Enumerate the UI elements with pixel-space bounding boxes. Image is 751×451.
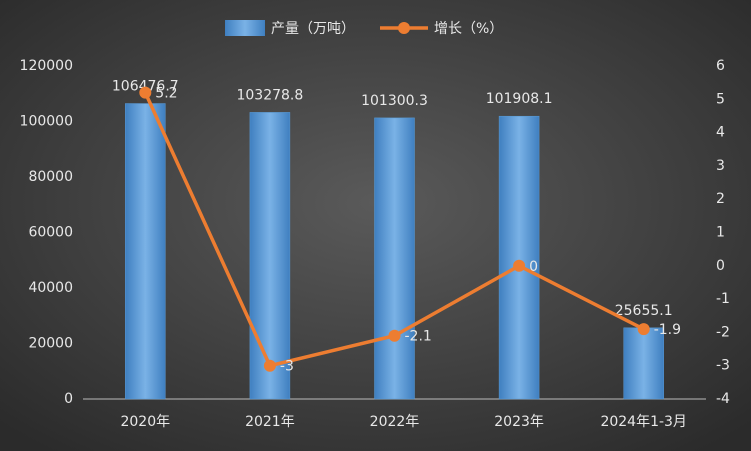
y2-tick-label: 0 xyxy=(716,258,725,274)
line-marker xyxy=(388,329,401,342)
bar xyxy=(125,103,166,400)
y-tick-label: 20000 xyxy=(28,336,73,352)
line-marker xyxy=(513,259,526,272)
y-tick-label: 120000 xyxy=(20,58,73,74)
legend-label: 产量（万吨） xyxy=(271,21,355,37)
y-tick-label: 0 xyxy=(64,391,73,407)
bar xyxy=(249,112,291,400)
y2-tick-label: 1 xyxy=(716,225,725,241)
legend-label: 增长（%） xyxy=(434,21,503,37)
bar-value-label: 25655.1 xyxy=(615,303,673,319)
legend-swatch xyxy=(225,20,265,36)
bar xyxy=(623,327,664,400)
y2-tick-label: -4 xyxy=(716,391,730,407)
line-marker xyxy=(139,86,152,99)
line-marker xyxy=(637,323,650,336)
legend-marker xyxy=(398,22,410,34)
line-value-label: -1.9 xyxy=(654,322,681,338)
y-tick-label: 60000 xyxy=(28,225,73,241)
y2-tick-label: 6 xyxy=(716,58,725,74)
y-tick-label: 40000 xyxy=(28,280,73,296)
bar-value-label: 101908.1 xyxy=(486,91,553,107)
y2-tick-label: 5 xyxy=(716,91,725,107)
x-tick-label: 2023年 xyxy=(494,414,544,430)
y2-tick-label: 3 xyxy=(716,158,725,174)
y2-tick-label: -3 xyxy=(716,358,730,374)
x-tick-label: 2022年 xyxy=(370,414,420,430)
y2-tick-label: -1 xyxy=(716,291,730,307)
y-tick-label: 100000 xyxy=(20,114,73,130)
y2-tick-label: -2 xyxy=(716,324,730,340)
y-tick-label: 80000 xyxy=(28,169,73,185)
line-value-label: -3 xyxy=(280,359,294,375)
x-tick-label: 2020年 xyxy=(120,414,170,430)
line-marker xyxy=(263,359,276,372)
bar-value-label: 106476.7 xyxy=(112,79,179,95)
bar-value-label: 101300.3 xyxy=(361,93,428,109)
bar xyxy=(498,115,540,400)
line-value-label: 5.2 xyxy=(155,86,177,102)
line-value-label: -2.1 xyxy=(405,329,432,345)
x-tick-label: 2024年1-3月 xyxy=(600,414,687,430)
bar-value-label: 103278.8 xyxy=(236,87,303,103)
y2-tick-label: 2 xyxy=(716,191,725,207)
bar xyxy=(374,117,415,400)
y2-tick-label: 4 xyxy=(716,125,725,141)
line-value-label: 0 xyxy=(529,259,538,275)
x-tick-label: 2021年 xyxy=(245,414,295,430)
